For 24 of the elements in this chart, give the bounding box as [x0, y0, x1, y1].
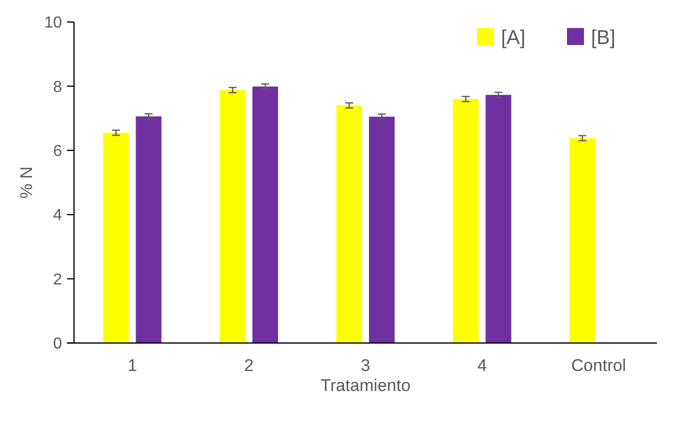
y-tick-label: 2: [53, 271, 62, 288]
x-tick-label: Control: [571, 356, 626, 375]
bar: [252, 86, 278, 343]
y-tick-label: 0: [53, 336, 62, 353]
x-tick-label: 2: [244, 356, 254, 375]
bar: [486, 94, 512, 343]
bar: [103, 132, 129, 343]
bar: [136, 116, 162, 343]
x-tick-label: 1: [128, 356, 138, 375]
bar: [369, 116, 395, 343]
y-axis-title: % N: [17, 166, 36, 199]
y-tick-label: 4: [53, 207, 62, 224]
legend-label: [A]: [501, 27, 526, 49]
y-tick-label: 6: [53, 143, 62, 160]
y-tick-label: 8: [53, 78, 62, 96]
x-axis-title: Tratamiento: [320, 376, 411, 395]
bar: [220, 90, 246, 343]
y-tick-label: 10: [44, 14, 62, 32]
bar: [336, 105, 362, 343]
bar: [570, 138, 596, 343]
legend-label: [B]: [591, 27, 616, 49]
x-tick-label: 3: [360, 356, 370, 375]
x-tick-label: 4: [477, 356, 487, 375]
bar: [452, 99, 479, 343]
